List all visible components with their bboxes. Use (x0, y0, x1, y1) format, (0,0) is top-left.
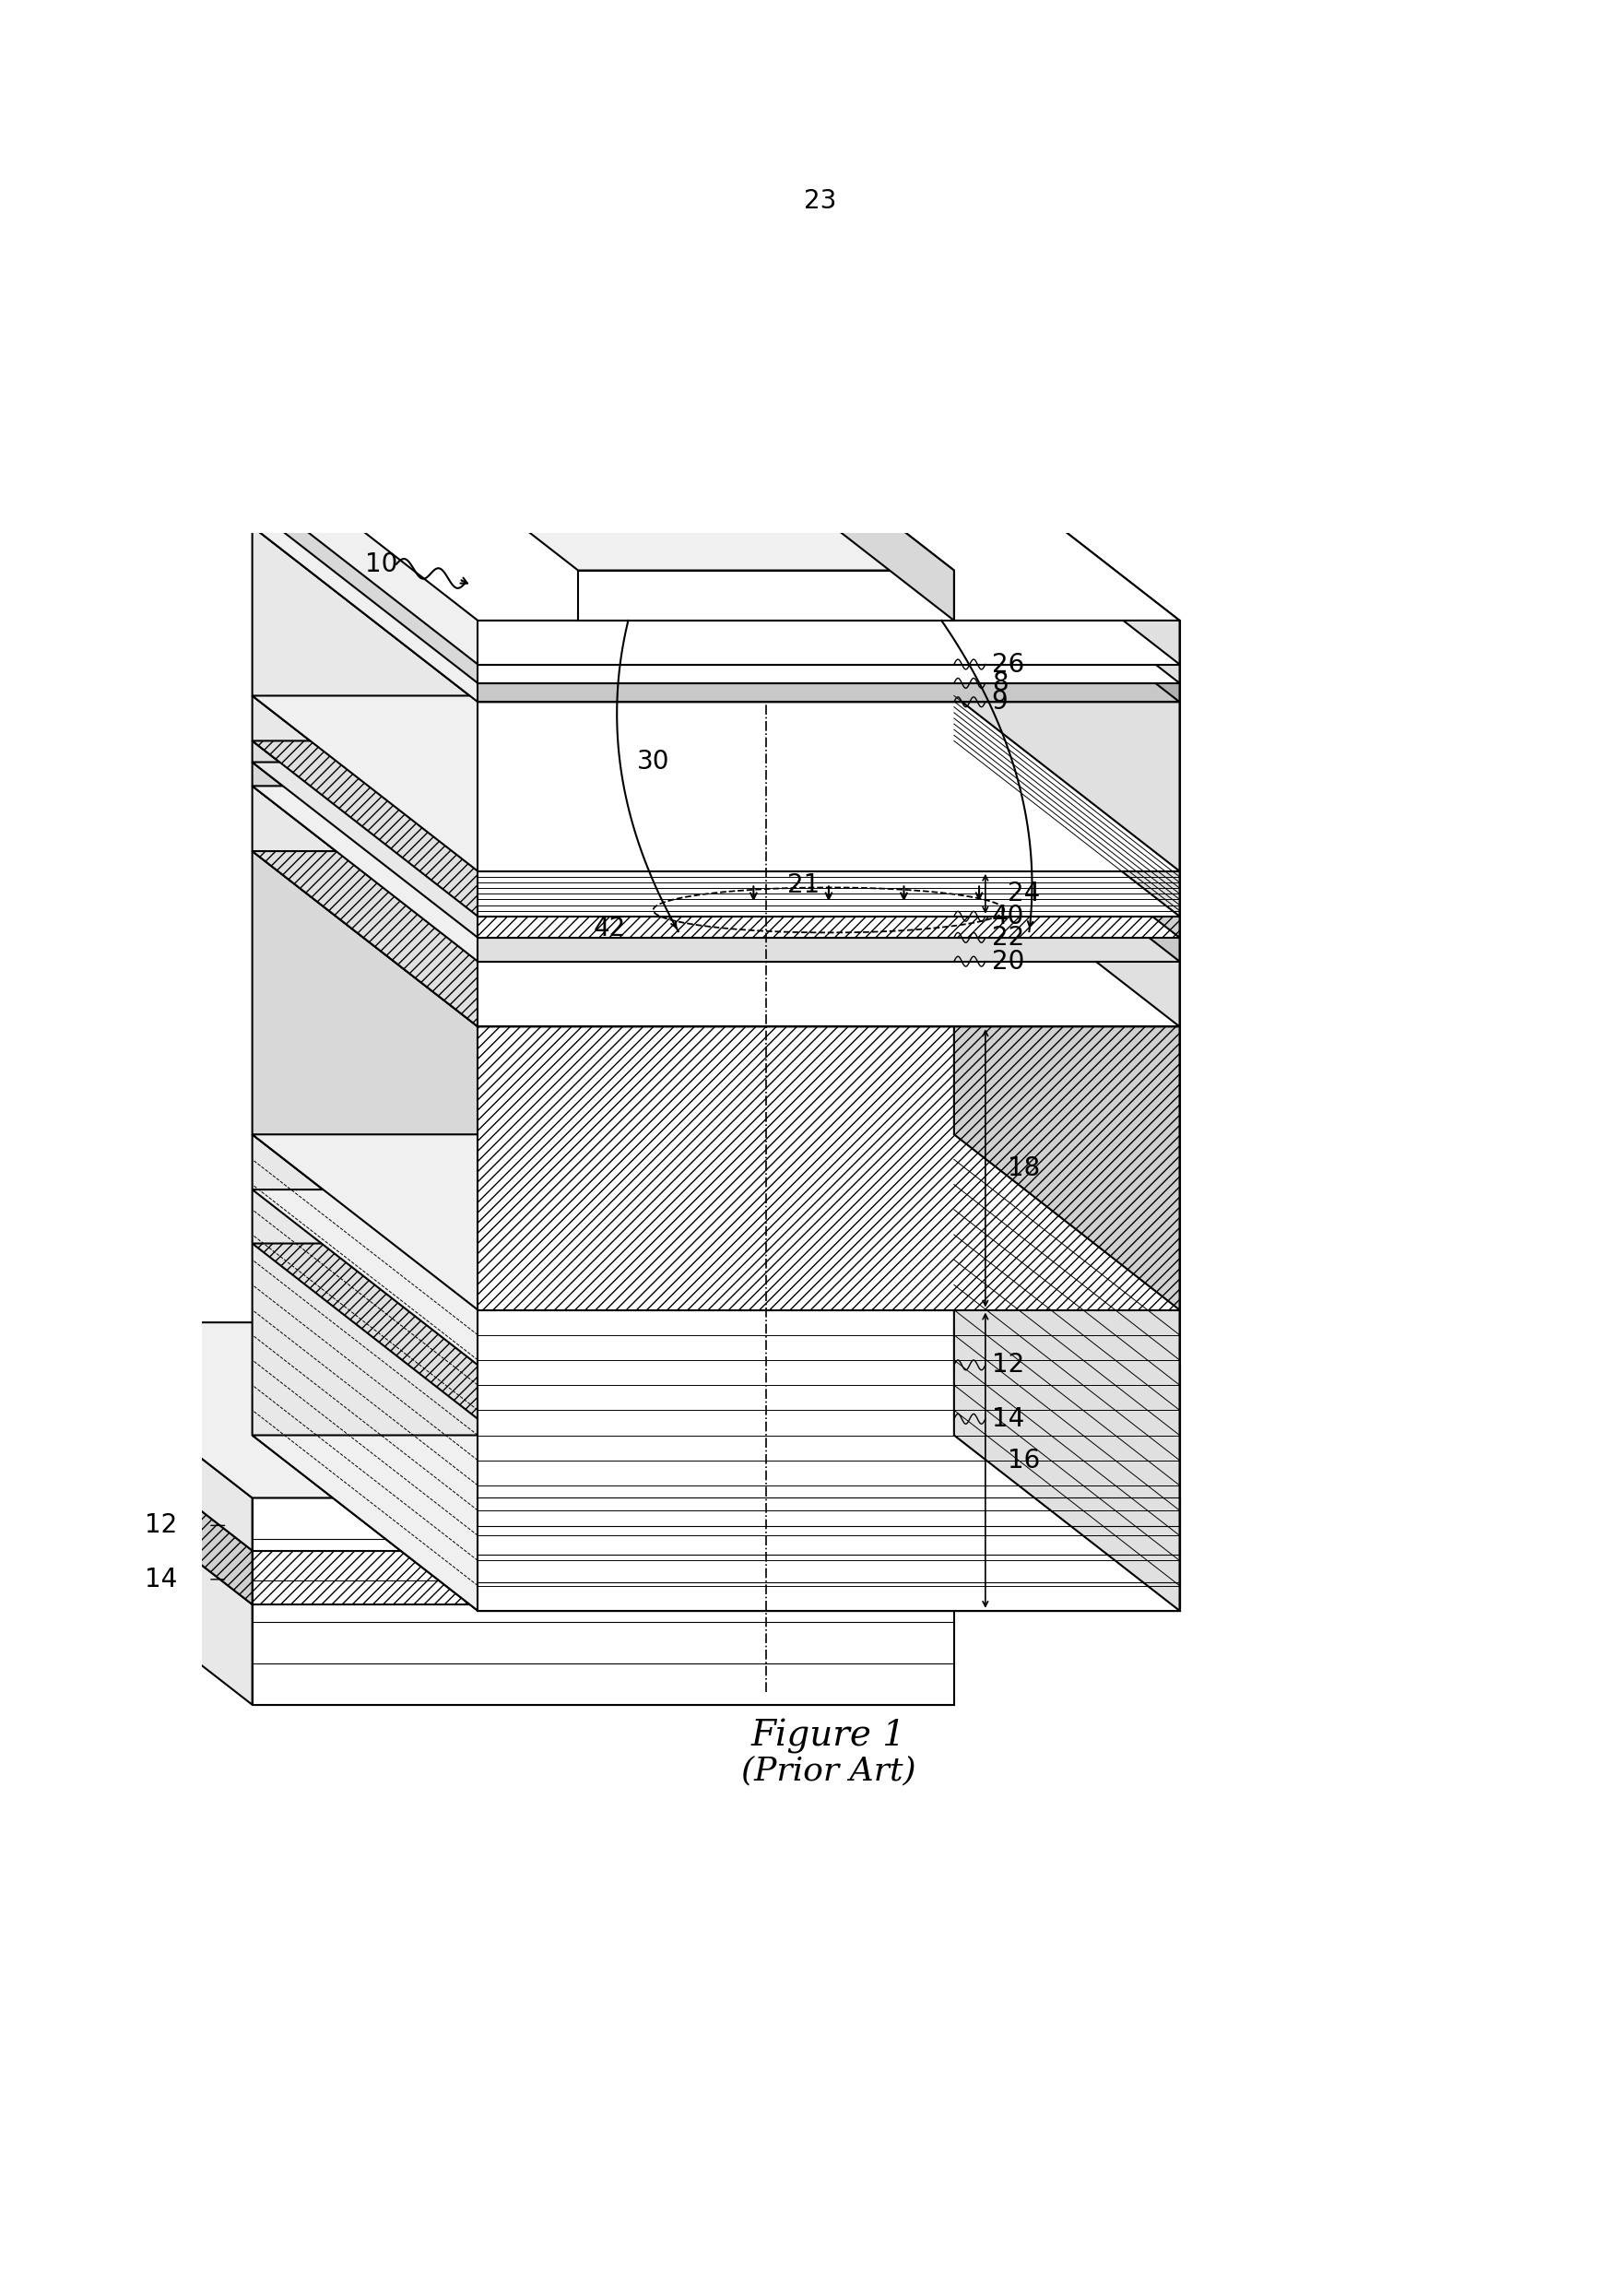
Text: 21: 21 (787, 872, 820, 898)
Polygon shape (252, 507, 1180, 684)
Polygon shape (479, 1497, 1180, 1612)
Polygon shape (252, 696, 1180, 870)
Polygon shape (26, 1322, 252, 1550)
Polygon shape (579, 569, 954, 620)
Polygon shape (252, 445, 1180, 620)
Text: 30: 30 (637, 748, 669, 774)
Polygon shape (479, 1026, 1180, 1311)
Polygon shape (252, 742, 479, 937)
Text: 14: 14 (991, 1405, 1024, 1433)
Text: 10: 10 (365, 551, 398, 576)
Polygon shape (252, 1435, 1180, 1612)
Polygon shape (26, 1428, 252, 1704)
Text: (Prior Art): (Prior Art) (741, 1756, 917, 1786)
Polygon shape (252, 489, 1180, 664)
Polygon shape (954, 762, 1180, 962)
Polygon shape (728, 395, 954, 620)
Polygon shape (252, 785, 479, 1026)
Polygon shape (479, 870, 1180, 916)
Polygon shape (252, 1550, 954, 1605)
Text: Figure 1: Figure 1 (752, 1717, 906, 1754)
Polygon shape (479, 916, 1180, 937)
Polygon shape (252, 1605, 954, 1704)
Text: 42: 42 (593, 916, 626, 941)
Polygon shape (252, 445, 479, 664)
Polygon shape (479, 1366, 1180, 1419)
Polygon shape (954, 1322, 1180, 1612)
Text: 20: 20 (991, 948, 1024, 974)
Polygon shape (954, 1244, 1180, 1612)
Polygon shape (516, 427, 791, 482)
Polygon shape (954, 785, 1180, 1026)
Polygon shape (479, 684, 1180, 703)
Polygon shape (252, 1244, 1180, 1419)
Polygon shape (26, 1375, 252, 1605)
Text: 9: 9 (991, 689, 1007, 714)
Text: 24: 24 (1007, 882, 1040, 907)
Polygon shape (252, 696, 479, 916)
Polygon shape (353, 395, 954, 569)
Polygon shape (252, 1134, 479, 1612)
Polygon shape (252, 507, 479, 703)
Polygon shape (954, 1189, 1180, 1419)
Polygon shape (252, 742, 1180, 916)
Text: 26: 26 (991, 652, 1024, 677)
Polygon shape (252, 1189, 1180, 1366)
Text: 23: 23 (804, 188, 836, 214)
Polygon shape (252, 1134, 1180, 1311)
Polygon shape (954, 696, 1180, 916)
Text: 8: 8 (991, 670, 1007, 696)
Polygon shape (479, 1419, 1180, 1612)
Polygon shape (479, 1311, 1180, 1612)
Polygon shape (954, 742, 1180, 937)
Polygon shape (479, 962, 1180, 1026)
Polygon shape (252, 852, 1180, 1026)
Polygon shape (479, 620, 1180, 664)
Text: 40: 40 (991, 902, 1024, 930)
Polygon shape (954, 489, 1180, 684)
Polygon shape (252, 1497, 954, 1550)
Polygon shape (954, 852, 1180, 1311)
Polygon shape (479, 937, 1180, 962)
Polygon shape (252, 785, 1180, 962)
Polygon shape (954, 526, 1180, 870)
Polygon shape (252, 762, 1180, 937)
Polygon shape (954, 507, 1180, 703)
Text: 12: 12 (991, 1352, 1024, 1378)
Polygon shape (954, 1134, 1180, 1612)
Polygon shape (26, 1322, 954, 1497)
Polygon shape (479, 703, 1180, 870)
Polygon shape (252, 489, 479, 684)
Polygon shape (252, 852, 479, 1311)
Polygon shape (252, 526, 479, 870)
Polygon shape (252, 526, 1180, 703)
Text: 18: 18 (1007, 1155, 1040, 1180)
Polygon shape (479, 664, 1180, 684)
Text: 22: 22 (991, 925, 1024, 951)
Text: 12: 12 (144, 1513, 178, 1538)
Text: 16: 16 (1007, 1446, 1040, 1474)
Text: 14: 14 (144, 1566, 178, 1593)
Polygon shape (252, 762, 479, 962)
Polygon shape (954, 445, 1180, 664)
